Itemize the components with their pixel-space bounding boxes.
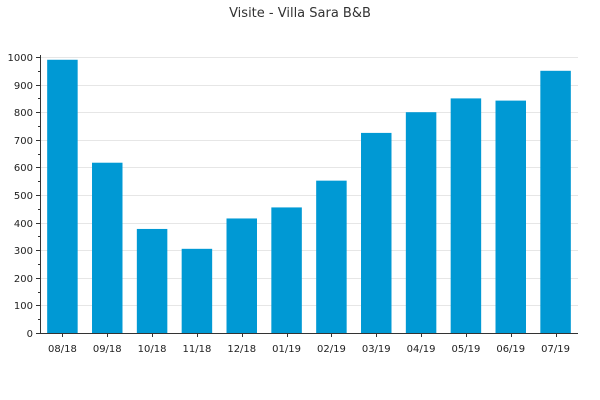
- bar-04-19: [405, 112, 437, 333]
- axes: [36, 55, 578, 337]
- x-tick-label: 09/18: [93, 344, 122, 355]
- bar-03-19: [361, 132, 392, 333]
- bar-12-18: [226, 218, 257, 333]
- y-tick-label: 500: [14, 191, 33, 202]
- x-tick-label: 10/18: [138, 344, 167, 355]
- y-tick-label: 200: [14, 274, 33, 285]
- y-tick-label: 100: [14, 301, 33, 312]
- bar-07-19: [540, 70, 571, 334]
- x-tick-label: 03/19: [362, 344, 391, 355]
- bar-09-18: [92, 162, 123, 333]
- x-tick-label: 05/19: [452, 344, 481, 355]
- x-tick-label: 08/18: [48, 344, 77, 355]
- bar-08-18: [47, 59, 78, 333]
- x-tick-label: 01/19: [272, 344, 301, 355]
- bar-11-18: [181, 248, 213, 333]
- x-tick-label: 07/19: [541, 344, 570, 355]
- chart-title: Visite - Villa Sara B&B: [229, 6, 371, 21]
- bars: [47, 59, 571, 334]
- bar-10-18: [136, 228, 168, 333]
- bar-05-19: [450, 98, 482, 334]
- tick-labels: 0 100 200 300 400 500 600 700 800 900 1000 08/18 09/…: [8, 53, 570, 355]
- y-tick-label: 1000: [8, 53, 33, 64]
- y-tick-label: 300: [14, 246, 33, 257]
- x-tick-label: 02/19: [317, 344, 346, 355]
- x-tick-label: 11/18: [183, 344, 212, 355]
- bar-06-19: [495, 100, 526, 333]
- y-tick-label: 700: [14, 136, 33, 147]
- grid-lines: [40, 57, 578, 306]
- bar-01-19: [271, 207, 302, 333]
- y-tick-label: 0: [27, 329, 33, 340]
- y-tick-label: 800: [14, 108, 33, 119]
- x-tick-label: 12/18: [227, 344, 256, 355]
- y-tick-label: 600: [14, 163, 33, 174]
- x-tick-label: 04/19: [407, 344, 436, 355]
- y-tick-label: 900: [14, 81, 33, 92]
- x-tick-label: 06/19: [496, 344, 525, 355]
- y-tick-label: 400: [14, 219, 33, 230]
- bar-02-19: [316, 180, 347, 333]
